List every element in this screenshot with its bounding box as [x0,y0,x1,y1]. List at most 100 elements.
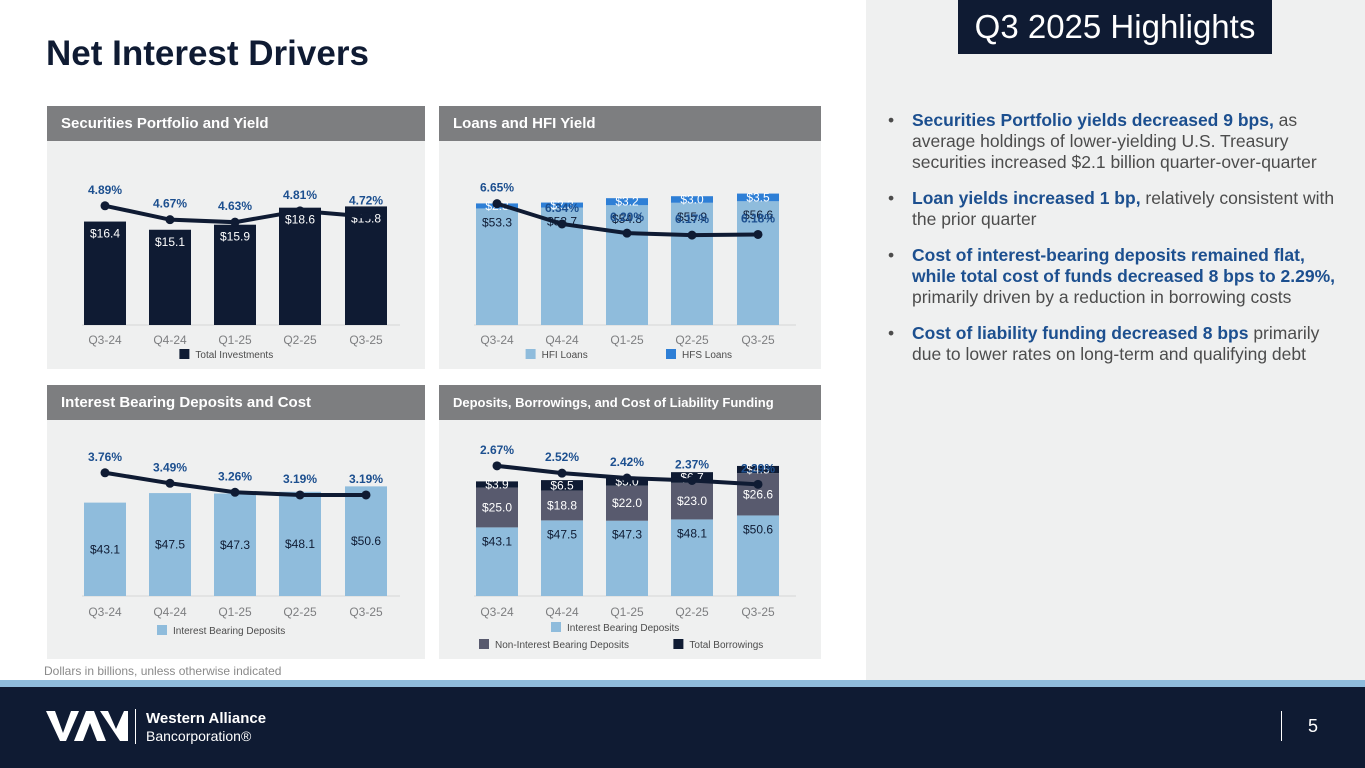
bar-value-label: $26.6 [743,487,773,501]
line-value-label: 2.52% [545,450,579,464]
line-value-label: 6.34% [545,201,579,215]
bar-funding-2 [541,480,583,491]
bar-value-label: $48.1 [285,537,315,551]
bar-value-label: $54.8 [612,212,642,226]
bar-value-label: $47.3 [220,538,250,552]
bar-funding-0 [476,527,518,596]
bar-deposits-0 [214,493,256,596]
x-tick-label: Q1-25 [610,333,644,347]
line-point [361,490,371,500]
bar-value-label: $3.5 [746,190,770,204]
line-point [557,219,567,229]
x-tick-label: Q3-24 [480,333,514,347]
line-value-label: 4.89% [88,183,122,197]
bar-value-label: $25.0 [482,500,512,514]
bar-value-label: $56.6 [743,208,773,222]
bar-loans-0 [476,208,518,325]
legend-label: Interest Bearing Deposits [567,623,679,634]
legend-swatch [479,639,489,649]
bar-securities-0 [279,207,321,325]
bar-funding-2 [476,481,518,488]
bar-value-label: $16.4 [90,227,120,241]
bar-funding-1 [606,485,648,521]
legend-label: Total Investments [195,350,273,361]
bar-loans-1 [606,198,648,206]
footer [0,687,1365,768]
bar-funding-0 [606,520,648,596]
legend-swatch [157,625,167,635]
bar-value-label: $47.3 [612,528,642,542]
legend-label: Interest Bearing Deposits [173,626,285,637]
bar-loans-0 [606,205,648,325]
funding-chart-panel: Deposits, Borrowings, and Cost of Liabil… [439,385,821,659]
legend-swatch [179,349,190,359]
line-point [165,215,175,225]
legend-label: HFS Loans [682,350,732,361]
line-point [687,230,697,240]
x-tick-label: Q2-25 [283,605,317,619]
bar-funding-0 [671,519,713,596]
bar-value-label: $3.9 [485,477,509,491]
highlight-item: • Cost of liability funding decreased 8 b… [888,323,1320,364]
line-value-label: 2.29% [741,461,775,475]
bar-funding-1 [671,482,713,520]
x-tick-label: Q1-25 [610,605,644,619]
bullet-dot: • [888,188,895,208]
line-value-label: 4.67% [153,197,187,211]
bar-loans-0 [737,201,779,325]
legend-swatch [551,622,561,632]
funding-chart: $43.1 $25.0 $3.9 Q3-24 $47.5 $18.8 $6.5 Q4-24 $4… [474,443,796,651]
line-point [230,217,240,227]
bullet-dot: • [888,245,895,265]
bar-loans-1 [541,202,583,208]
line-point [622,228,632,238]
line-value-label: 3.26% [218,469,252,483]
line-value-label: 6.18% [741,211,775,225]
securities-chart-title: Securities Portfolio and Yield [47,106,425,141]
bar-value-label: $2.3 [550,198,574,212]
line-point [295,490,305,500]
page-number-divider [1281,711,1282,741]
bar-value-label: $48.1 [677,526,707,540]
deposits-chart-title: Interest Bearing Deposits and Cost [47,385,425,420]
x-tick-label: Q4-24 [153,333,187,347]
bar-value-label: $4.5 [746,463,770,477]
bar-value-label: $50.6 [743,522,773,536]
line-value-label: 4.81% [283,188,317,202]
loans-chart-panel: Loans and HFI Yield $53.3$2.3Q3-24$53.7$… [439,106,821,369]
bar-value-label: $23.0 [677,494,707,508]
line-point [100,468,110,478]
footer-stripe [0,680,1365,687]
bar-funding-0 [541,520,583,596]
bar-value-label: $6.5 [550,478,574,492]
bar-value-label: $22.0 [612,496,642,510]
x-tick-label: Q4-24 [545,333,579,347]
legend-swatch [666,349,676,359]
line-point [230,487,240,497]
bar-securities-0 [149,229,191,325]
line-value-label: 6.17% [675,212,709,226]
x-tick-label: Q3-25 [349,333,383,347]
line-point [492,199,502,209]
x-tick-label: Q2-25 [675,333,709,347]
x-tick-label: Q2-25 [675,605,709,619]
bar-value-label: $3.2 [615,195,639,209]
line-value-label: 3.19% [349,472,383,486]
x-tick-label: Q3-25 [349,605,383,619]
highlight-item: • Cost of interest-bearing deposits remai… [888,245,1336,307]
x-tick-label: Q3-25 [741,333,775,347]
bar-value-label: $15.9 [220,230,250,244]
bar-deposits-0 [279,491,321,596]
funding-chart-title: Deposits, Borrowings, and Cost of Liabil… [439,385,821,420]
x-tick-label: Q3-25 [741,605,775,619]
line-value-label: 2.37% [675,457,709,471]
highlights-title: Q3 2025 Highlights [958,0,1272,54]
bar-securities-0 [345,206,387,325]
x-tick-label: Q2-25 [283,333,317,347]
legend-label: Total Borrowings [689,640,763,651]
x-tick-label: Q1-25 [218,333,252,347]
deposits-chart-panel: Interest Bearing Deposits and Cost $43.1… [47,385,425,659]
x-tick-label: Q3-24 [480,605,514,619]
x-tick-label: Q3-24 [88,333,122,347]
bar-funding-0 [737,515,779,596]
